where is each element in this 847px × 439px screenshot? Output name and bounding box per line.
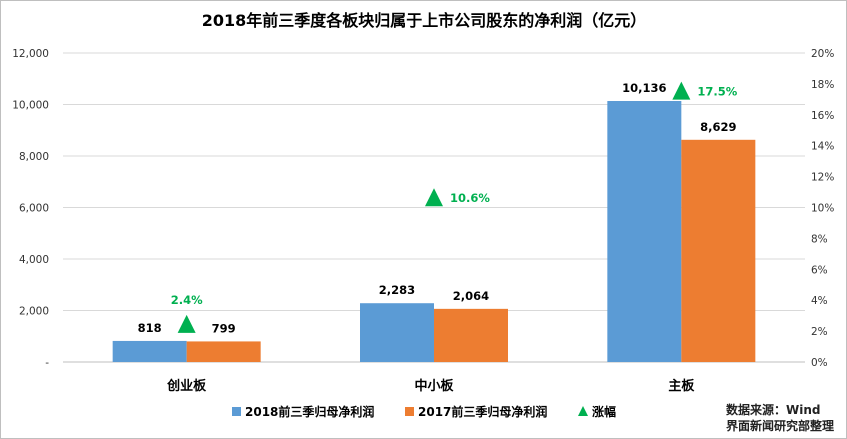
- y2-tick-label: 10%: [811, 203, 834, 215]
- bar: [360, 303, 434, 362]
- growth-marker: [672, 81, 691, 100]
- growth-value-label: 10.6%: [450, 191, 490, 205]
- bar: [186, 341, 261, 362]
- y-tick-label: 8,000: [19, 151, 49, 163]
- bar-value-label: 8,629: [700, 120, 736, 134]
- y-tick-label: 12,000: [12, 48, 49, 60]
- y2-tick-label: 0%: [811, 357, 828, 369]
- bar: [607, 100, 682, 363]
- category-label: 主板: [668, 378, 695, 394]
- x-axis: 创业板 中小板 主板: [166, 378, 695, 394]
- bars: 818 799 2,283 2,064 10,136 8,629: [112, 81, 756, 363]
- growth-marker: [177, 314, 196, 333]
- y-tick-label: 6,000: [19, 203, 49, 215]
- credit-line: 界面新闻研究部整理: [725, 419, 834, 433]
- y-axis-left: - 2,000 4,000 6,000 8,000 10,000 12,000: [12, 48, 49, 369]
- legend-marker: [578, 406, 588, 416]
- bar-value-label: 10,136: [622, 81, 666, 95]
- legend-label: 2018前三季归母净利润: [245, 404, 374, 419]
- y2-tick-label: 2%: [811, 326, 828, 338]
- legend-label: 2017前三季归母净利润: [418, 404, 547, 419]
- y2-tick-label: 18%: [811, 79, 834, 91]
- growth-marker: [425, 188, 443, 207]
- legend-swatch: [405, 407, 414, 416]
- category-label: 中小板: [414, 378, 454, 394]
- growth-value-label: 2.4%: [171, 293, 203, 307]
- y2-tick-label: 16%: [811, 110, 834, 122]
- growth-markers: 2.4% 10.6% 17.5%: [171, 81, 738, 333]
- y2-tick-label: 12%: [811, 172, 834, 184]
- bar-value-label: 818: [138, 321, 162, 335]
- legend-swatch: [232, 407, 241, 416]
- gridlines: [63, 52, 805, 363]
- growth-value-label: 17.5%: [697, 85, 737, 99]
- source-line: 数据来源：Wind: [725, 403, 821, 417]
- bar-value-label: 2,064: [453, 289, 489, 303]
- bar: [112, 340, 187, 362]
- y2-tick-label: 4%: [811, 295, 828, 307]
- category-label: 创业板: [166, 378, 207, 394]
- legend: 2018前三季归母净利润 2017前三季归母净利润 涨幅: [232, 404, 616, 419]
- y-tick-label: -: [45, 357, 49, 369]
- bar-value-label: 799: [212, 321, 236, 335]
- y-tick-label: 10,000: [12, 100, 49, 112]
- bar-value-label: 2,283: [379, 283, 415, 297]
- y2-tick-label: 14%: [811, 141, 834, 153]
- y2-tick-label: 6%: [811, 264, 828, 276]
- legend-label: 涨幅: [592, 404, 616, 419]
- bar: [681, 139, 756, 362]
- y2-tick-label: 20%: [811, 48, 834, 60]
- y2-tick-label: 8%: [811, 233, 828, 245]
- source-note: 数据来源：Wind 界面新闻研究部整理: [726, 402, 834, 434]
- bar: [434, 308, 508, 362]
- y-tick-label: 4,000: [19, 254, 49, 266]
- y-tick-label: 2,000: [19, 306, 49, 318]
- chart-title: 2018年前三季度各板块归属于上市公司股东的净利润（亿元）: [202, 11, 647, 30]
- y-axis-right: 0% 2% 4% 6% 8% 10% 12% 14% 16% 18% 20%: [811, 48, 834, 369]
